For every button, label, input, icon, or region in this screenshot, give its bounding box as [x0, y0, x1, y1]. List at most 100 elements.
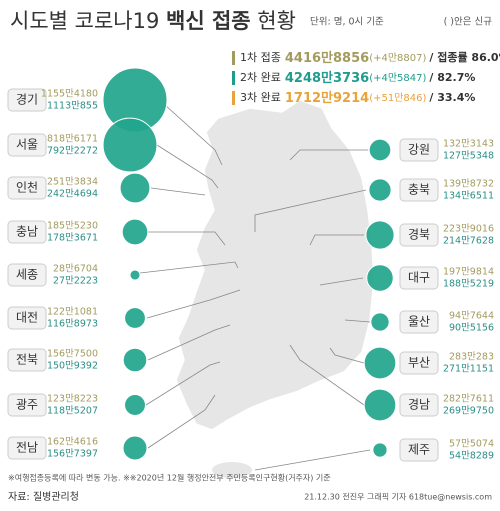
title-post: 현황 [257, 9, 296, 33]
region-first: 132만3143 [443, 139, 494, 150]
region-name-box [399, 438, 439, 462]
region-name: 서울 [16, 138, 38, 152]
region-name-box [399, 266, 439, 290]
region-name-box [7, 348, 47, 372]
region-name-box [399, 393, 439, 417]
summary-label: 1차 접종 [240, 51, 281, 64]
footer-note: ※여행접종등록에 따라 변동 가능. ※※2020년 12월 행정안전부 주민등… [8, 473, 331, 483]
region-name: 광주 [16, 398, 38, 412]
region-name: 울산 [408, 315, 430, 329]
region-second: 242만4694 [47, 189, 98, 200]
region-name: 충북 [408, 183, 430, 197]
note: ( )안은 신규 [444, 17, 493, 28]
region-bubble [124, 307, 146, 329]
region-first: 223만9016 [443, 224, 494, 235]
region-name-box [7, 393, 47, 417]
summary-value: 4416만8856 [285, 50, 369, 66]
region-name: 대전 [16, 311, 38, 325]
region-name-box [399, 138, 439, 162]
region-bubble [363, 346, 397, 380]
summary-bar [232, 51, 235, 65]
region-name-box [399, 223, 439, 247]
region-name: 경북 [408, 228, 430, 242]
summary-label: 2차 완료 [240, 71, 281, 84]
region-second: 792만2272 [47, 146, 98, 157]
region-name: 부산 [408, 356, 430, 370]
summary-new: (+4만8807) [369, 52, 426, 64]
region-name: 강원 [408, 143, 430, 157]
summary-rate: / 접종률 86.0% [429, 51, 500, 64]
region-second: 90만5156 [449, 323, 494, 334]
region-name-box [7, 176, 47, 200]
title: 시도별 코로나19 백신 접종 현황 [10, 9, 296, 33]
region-name-box [7, 306, 47, 330]
region-bubble [368, 138, 392, 162]
region-name-box [7, 220, 47, 244]
region-bubble [366, 264, 394, 292]
jeju-island [212, 462, 252, 478]
region-bubble [121, 218, 149, 246]
region-first: 28만6704 [53, 264, 98, 275]
region-bubble [372, 442, 388, 458]
region-name: 경기 [16, 93, 38, 107]
region-name: 인천 [16, 180, 38, 195]
region-bubble [122, 347, 148, 373]
region-first: 123만8223 [47, 394, 98, 405]
region-name: 세종 [16, 268, 38, 282]
summary-rate: / 33.4% [429, 91, 475, 104]
title-pre: 시도별 코로나19 [10, 9, 159, 33]
region-name-box [399, 351, 439, 375]
region-second: 188만5219 [443, 279, 494, 290]
region-second: 127만5348 [443, 151, 494, 162]
korea-map [175, 99, 375, 431]
region-first: 185만5230 [47, 221, 98, 232]
summary-rate: / 82.7% [429, 71, 475, 84]
region-first: 283만283 [449, 352, 494, 363]
region-first: 156만7500 [47, 349, 98, 360]
region-bubble [370, 312, 390, 332]
region-name: 대구 [408, 271, 430, 285]
leader-lines [139, 104, 371, 471]
summary-bar [232, 91, 235, 105]
region-second: 214만7628 [443, 236, 494, 247]
region-second: 116만8973 [47, 319, 98, 330]
region-first: 282만7611 [443, 394, 494, 405]
region-second: 27만2223 [53, 276, 98, 287]
region-first: 197만9814 [443, 267, 494, 278]
region-bubble [119, 172, 151, 204]
summary-line: 3차 완료 1712만9214(+51만846)/ 33.4% [240, 90, 475, 106]
region-name-box [7, 88, 47, 112]
region-first: 818만6171 [47, 134, 98, 145]
region-first: 122만1081 [47, 307, 98, 318]
region-first: 1155만4180 [41, 89, 98, 100]
region-name-box [399, 178, 439, 202]
summary-bar [232, 71, 235, 85]
region-bubble [124, 394, 146, 416]
region-name-box [7, 133, 47, 157]
region-bubble [363, 388, 397, 422]
unit: 단위: 명, 0시 기준 [310, 16, 384, 28]
summary-line: 1차 접종 4416만8856(+4만8807)/ 접종률 86.0% [240, 50, 500, 66]
region-bubble [122, 435, 148, 461]
credit: 21.12.30 전진우 그래픽 기자 618tue@newsis.com [304, 492, 492, 502]
region-name: 충남 [16, 225, 38, 239]
region-first: 139만8732 [443, 179, 494, 190]
region-name-box [399, 310, 439, 334]
region-name: 경남 [408, 398, 430, 412]
region-second: 271만1151 [443, 364, 494, 375]
region-name: 제주 [408, 443, 430, 457]
region-name: 전북 [16, 353, 38, 367]
region-second: 150만9392 [47, 361, 98, 372]
summary-line: 2차 완료 4248만3736(+4만5847)/ 82.7% [240, 70, 475, 86]
region-first: 94만7644 [449, 311, 494, 322]
region-second: 118만5207 [47, 406, 98, 417]
region-name-box [7, 263, 47, 287]
region-bubble [102, 117, 158, 173]
region-second: 134만6511 [443, 191, 494, 202]
region-second: 156만7397 [47, 449, 98, 460]
region-name: 전남 [16, 441, 38, 455]
summary-new: (+4만5847) [369, 72, 426, 84]
region-first: 162만4616 [47, 437, 98, 448]
